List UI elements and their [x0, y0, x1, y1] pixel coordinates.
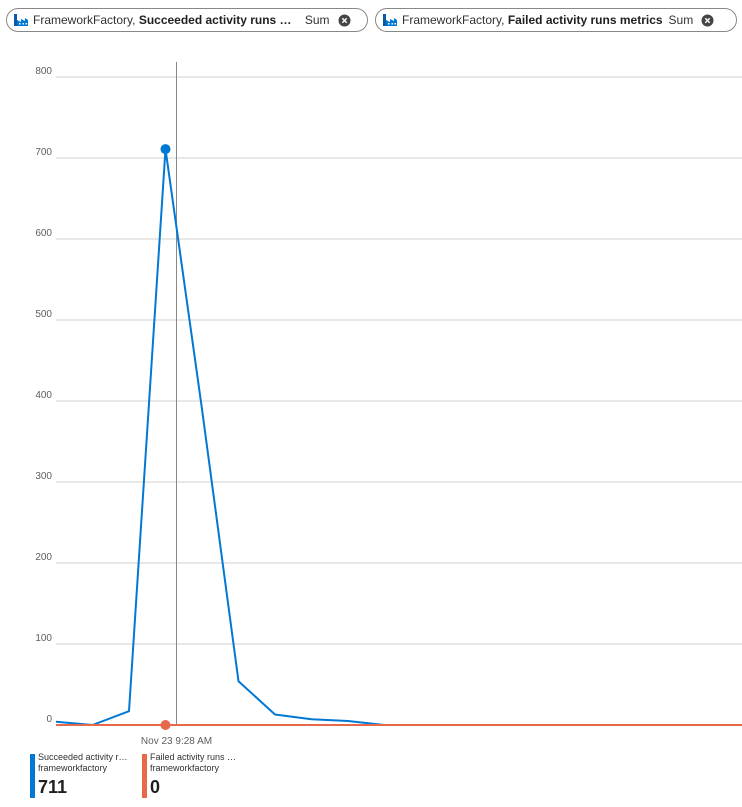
close-circle-icon[interactable]	[701, 14, 714, 27]
legend-value: 0	[150, 777, 161, 797]
y-tick-label: 300	[35, 471, 52, 482]
y-tick-label: 0	[46, 714, 52, 725]
metric-pill-succeeded[interactable]: FrameworkFactory, Succeeded activity run…	[6, 8, 368, 32]
y-tick-label: 100	[35, 633, 52, 644]
series-line-succeeded	[55, 148, 742, 726]
y-tick-label: 700	[35, 147, 52, 158]
y-tick-label: 600	[35, 228, 52, 239]
metric-pill-failed[interactable]: FrameworkFactory, Failed activity runs m…	[375, 8, 737, 32]
data-factory-icon	[14, 14, 28, 26]
legend-item-failed[interactable]: Failed activity runs metrics frameworkfa…	[142, 752, 242, 798]
pill-aggregation: Sum	[304, 13, 330, 27]
close-circle-icon[interactable]	[338, 14, 351, 27]
y-tick-label: 500	[35, 309, 52, 320]
legend-item-succeeded[interactable]: Succeeded activity runs metrics framewor…	[30, 752, 130, 798]
y-tick-label: 400	[35, 390, 52, 401]
line-chart[interactable]: 0 100 200 300 400 500 600 700 800 Nov 23 9:28 AM	[0, 0, 742, 750]
grid-lines	[56, 76, 742, 645]
pill-aggregation: Sum	[668, 13, 694, 27]
pill-resource: FrameworkFactory,	[402, 13, 505, 27]
pill-resource: FrameworkFactory,	[33, 13, 136, 27]
legend-swatch	[142, 754, 147, 798]
legend-resource: frameworkfactory	[150, 763, 220, 773]
y-tick-label: 800	[35, 66, 52, 77]
legend-swatch	[30, 754, 35, 798]
legend-resource: frameworkfactory	[38, 763, 108, 773]
highlight-point-succeeded	[160, 144, 171, 155]
legend-series-name: Failed activity runs metrics	[150, 752, 242, 762]
highlight-point-failed	[160, 720, 171, 730]
legend-value: 711	[38, 777, 68, 797]
data-factory-icon	[383, 14, 397, 26]
y-axis-ticks: 0 100 200 300 400 500 600 700 800	[35, 66, 52, 725]
crosshair-time-label: Nov 23 9:28 AM	[141, 736, 212, 747]
y-tick-label: 200	[35, 552, 52, 563]
legend-series-name: Succeeded activity runs metrics	[38, 752, 130, 762]
